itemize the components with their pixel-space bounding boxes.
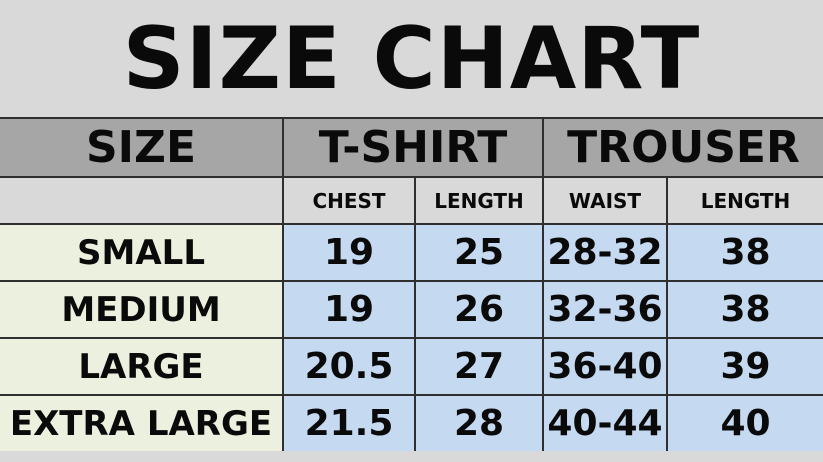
subheader-trouser-length: LENGTH bbox=[666, 176, 823, 225]
tshirt-length-cell: 27 bbox=[414, 337, 544, 396]
chest-cell: 21.5 bbox=[282, 394, 416, 451]
size-cell: LARGE bbox=[0, 337, 284, 396]
trouser-length-cell: 39 bbox=[666, 337, 823, 396]
header-trouser: TROUSER bbox=[542, 117, 823, 178]
header-tshirt: T-SHIRT bbox=[282, 117, 544, 178]
size-table: SIZE T-SHIRT TROUSER CHEST LENGTH WAIST … bbox=[0, 117, 823, 451]
header-size: SIZE bbox=[0, 117, 284, 178]
chest-cell: 19 bbox=[282, 223, 416, 282]
table-row: SMALL 19 25 28-32 38 bbox=[0, 223, 823, 282]
subheader-row: CHEST LENGTH WAIST LENGTH bbox=[0, 176, 823, 225]
table-row: MEDIUM 19 26 32-36 38 bbox=[0, 280, 823, 339]
tshirt-length-cell: 28 bbox=[414, 394, 544, 451]
waist-cell: 32-36 bbox=[542, 280, 668, 339]
header-row: SIZE T-SHIRT TROUSER bbox=[0, 117, 823, 178]
size-cell: EXTRA LARGE bbox=[0, 394, 284, 451]
waist-cell: 40-44 bbox=[542, 394, 668, 451]
trouser-length-cell: 40 bbox=[666, 394, 823, 451]
table-row: LARGE 20.5 27 36-40 39 bbox=[0, 337, 823, 396]
waist-cell: 28-32 bbox=[542, 223, 668, 282]
tshirt-length-cell: 25 bbox=[414, 223, 544, 282]
subheader-chest: CHEST bbox=[282, 176, 416, 225]
size-cell: MEDIUM bbox=[0, 280, 284, 339]
waist-cell: 36-40 bbox=[542, 337, 668, 396]
subheader-tshirt-length: LENGTH bbox=[414, 176, 544, 225]
chest-cell: 20.5 bbox=[282, 337, 416, 396]
chest-cell: 19 bbox=[282, 280, 416, 339]
trouser-length-cell: 38 bbox=[666, 223, 823, 282]
subheader-waist: WAIST bbox=[542, 176, 668, 225]
table-row: EXTRA LARGE 21.5 28 40-44 40 bbox=[0, 394, 823, 451]
trouser-length-cell: 38 bbox=[666, 280, 823, 339]
page-title: SIZE CHART bbox=[0, 0, 823, 117]
subheader-empty bbox=[0, 176, 284, 225]
tshirt-length-cell: 26 bbox=[414, 280, 544, 339]
size-cell: SMALL bbox=[0, 223, 284, 282]
